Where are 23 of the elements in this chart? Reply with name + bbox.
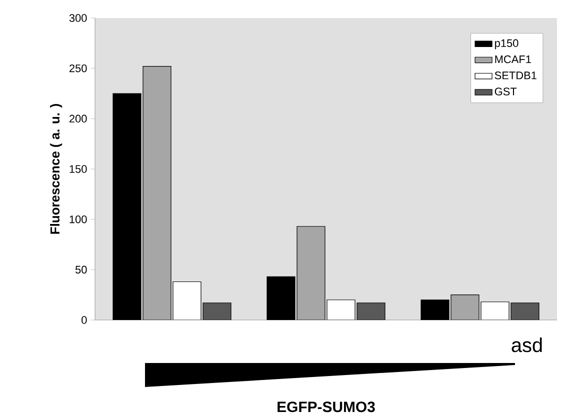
legend-label: MCAF1 [495, 55, 531, 64]
y-tick-label: 150 [70, 165, 87, 173]
y-tick-label: 100 [70, 215, 87, 224]
bar [450, 294, 480, 320]
y-tick-label: 200 [69, 114, 87, 123]
bar [172, 281, 202, 320]
text: EGFP-SUMO3 [278, 402, 375, 412]
y-axis-title: Fluorescence ( a. u. ) [50, 104, 62, 234]
legend-label: GST [494, 88, 517, 96]
y-tick-label: 300 [69, 14, 87, 22]
text: asd [512, 338, 542, 352]
bar [202, 302, 232, 320]
y-tick-label: 0 [82, 316, 87, 324]
legend-label: SETDB1 [494, 72, 536, 80]
legend-label: p150 [495, 39, 518, 50]
y-tick-label: 50 [75, 266, 87, 274]
y-tick-label: 250 [69, 64, 87, 72]
bar [356, 302, 386, 320]
bar [510, 302, 540, 320]
bar [296, 226, 326, 320]
bar [326, 300, 356, 320]
bar [142, 66, 172, 320]
bar [480, 302, 510, 320]
